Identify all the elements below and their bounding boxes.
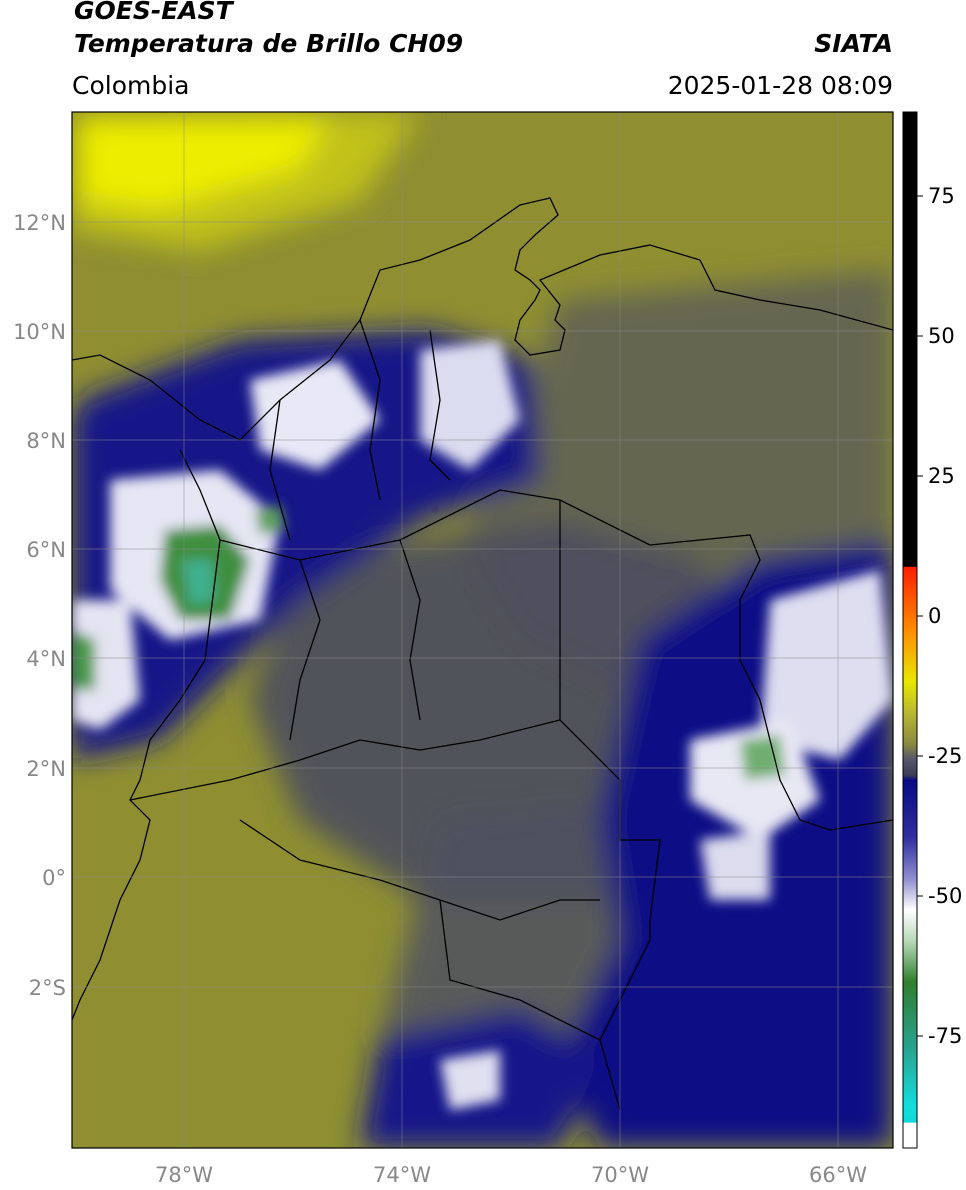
lon-label: 74°W	[373, 1163, 431, 1187]
colorbar-tick-label: -50	[928, 884, 962, 908]
map-frame	[71, 111, 894, 1149]
graticule	[72, 112, 893, 1148]
lat-label: 10°N	[13, 320, 66, 344]
title-product: Temperatura de Brillo CH09	[74, 29, 464, 58]
lat-label: 12°N	[13, 211, 66, 235]
colorbar-tick-label: 50	[928, 324, 955, 348]
lat-label: 2°N	[26, 757, 66, 781]
lat-label: 8°N	[26, 429, 66, 453]
lon-label: 66°W	[809, 1163, 867, 1187]
region-label: Colombia	[72, 71, 190, 100]
lat-label: 2°S	[29, 976, 66, 1000]
colorbar-tick-label: 0	[928, 604, 941, 628]
colorbar-tick-label: 25	[928, 464, 955, 488]
colorbar-ticks: 75 50 25 0 -25 -50 -75	[917, 184, 962, 1048]
colorbar-tick-label: 75	[928, 184, 955, 208]
colorbar-tick-label: -25	[928, 744, 962, 768]
colorbar	[903, 112, 917, 1148]
lat-label: 6°N	[26, 538, 66, 562]
brand-label: SIATA	[814, 29, 893, 58]
satellite-field	[72, 112, 893, 1148]
title-satellite: GOES-EAST	[74, 0, 233, 25]
lat-label: 4°N	[26, 647, 66, 671]
colorbar-frame	[902, 111, 918, 1149]
lon-label: 70°W	[591, 1163, 649, 1187]
timestamp-label: 2025-01-28 08:09	[667, 71, 893, 100]
colorbar-tick-label: -75	[928, 1024, 962, 1048]
lat-label: 0°	[42, 866, 66, 890]
lon-label: 78°W	[155, 1163, 213, 1187]
